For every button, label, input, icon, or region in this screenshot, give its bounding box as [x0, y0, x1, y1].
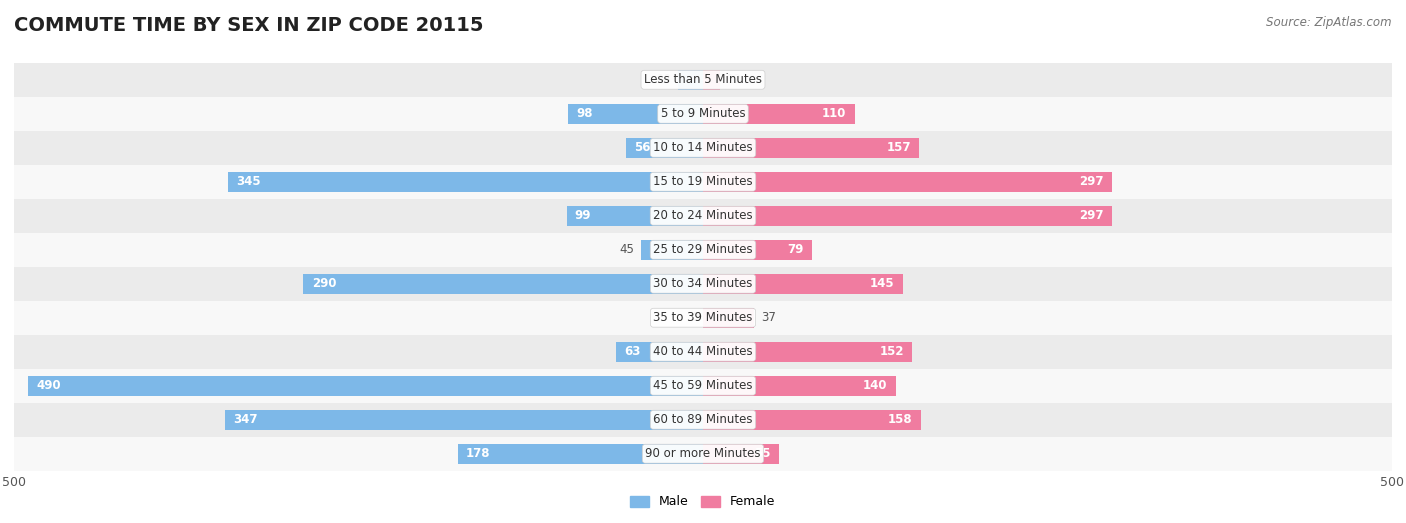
Text: 35 to 39 Minutes: 35 to 39 Minutes [654, 311, 752, 324]
Bar [626, 138, 703, 158]
Bar [616, 342, 703, 362]
Text: 158: 158 [887, 413, 912, 426]
Text: 98: 98 [576, 107, 593, 120]
Bar [14, 233, 1392, 267]
Bar [703, 70, 720, 90]
Text: 45: 45 [619, 243, 634, 256]
Text: 55: 55 [754, 447, 770, 460]
Text: 18: 18 [657, 73, 671, 86]
Bar [567, 206, 703, 226]
Text: 20 to 24 Minutes: 20 to 24 Minutes [654, 209, 752, 222]
Bar [703, 376, 896, 396]
Bar [225, 410, 703, 430]
Text: 345: 345 [236, 175, 260, 188]
Bar [304, 274, 703, 294]
Text: 12: 12 [727, 73, 741, 86]
Bar [703, 342, 912, 362]
Text: 56: 56 [634, 141, 651, 154]
Bar [14, 335, 1392, 369]
Text: 45 to 59 Minutes: 45 to 59 Minutes [654, 379, 752, 392]
Bar [703, 308, 754, 328]
Bar [678, 70, 703, 90]
Text: 140: 140 [863, 379, 887, 392]
Text: 347: 347 [233, 413, 257, 426]
Bar [14, 97, 1392, 131]
Bar [703, 172, 1112, 192]
Bar [228, 172, 703, 192]
Legend: Male, Female: Male, Female [626, 491, 780, 514]
Text: 297: 297 [1080, 175, 1104, 188]
Text: 60 to 89 Minutes: 60 to 89 Minutes [654, 413, 752, 426]
Text: 297: 297 [1080, 209, 1104, 222]
Bar [14, 267, 1392, 301]
Bar [703, 274, 903, 294]
Bar [14, 437, 1392, 471]
Bar [14, 165, 1392, 199]
Text: 178: 178 [465, 447, 491, 460]
Text: Less than 5 Minutes: Less than 5 Minutes [644, 73, 762, 86]
Text: 25 to 29 Minutes: 25 to 29 Minutes [654, 243, 752, 256]
Text: 5 to 9 Minutes: 5 to 9 Minutes [661, 107, 745, 120]
Text: 490: 490 [37, 379, 60, 392]
Bar [14, 369, 1392, 403]
Bar [703, 444, 779, 464]
Text: 152: 152 [880, 345, 904, 358]
Bar [703, 410, 921, 430]
Bar [28, 376, 703, 396]
Bar [703, 138, 920, 158]
Bar [14, 403, 1392, 437]
Bar [14, 199, 1392, 233]
Text: 10 to 14 Minutes: 10 to 14 Minutes [654, 141, 752, 154]
Bar [703, 240, 811, 260]
Text: 0: 0 [692, 311, 699, 324]
Text: 15 to 19 Minutes: 15 to 19 Minutes [654, 175, 752, 188]
Text: 157: 157 [887, 141, 911, 154]
Text: COMMUTE TIME BY SEX IN ZIP CODE 20115: COMMUTE TIME BY SEX IN ZIP CODE 20115 [14, 16, 484, 35]
Text: 79: 79 [787, 243, 804, 256]
Text: 90 or more Minutes: 90 or more Minutes [645, 447, 761, 460]
Bar [641, 240, 703, 260]
Bar [458, 444, 703, 464]
Text: Source: ZipAtlas.com: Source: ZipAtlas.com [1267, 16, 1392, 29]
Bar [14, 131, 1392, 165]
Text: 99: 99 [575, 209, 592, 222]
Text: 30 to 34 Minutes: 30 to 34 Minutes [654, 277, 752, 290]
Text: 63: 63 [624, 345, 641, 358]
Bar [568, 104, 703, 124]
Bar [703, 206, 1112, 226]
Bar [703, 104, 855, 124]
Bar [14, 301, 1392, 335]
Text: 40 to 44 Minutes: 40 to 44 Minutes [654, 345, 752, 358]
Text: 37: 37 [761, 311, 776, 324]
Bar [14, 63, 1392, 97]
Text: 290: 290 [312, 277, 336, 290]
Text: 145: 145 [870, 277, 894, 290]
Text: 110: 110 [823, 107, 846, 120]
